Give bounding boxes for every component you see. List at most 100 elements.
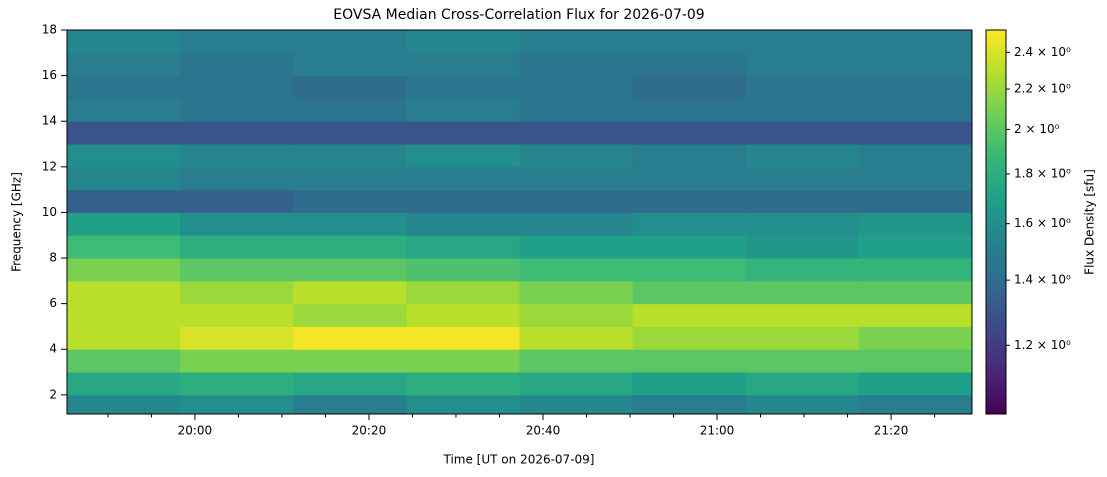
colorbar-swatch (986, 86, 1006, 91)
colorbar-swatch (986, 66, 1006, 71)
heatmap-cell (180, 349, 294, 373)
heatmap-cell (67, 349, 181, 373)
x-tick-label: 21:00 (700, 424, 735, 438)
colorbar-swatch (986, 30, 1006, 35)
colorbar-swatch (986, 374, 1006, 379)
colorbar-swatch (986, 290, 1006, 295)
colorbar-swatch (986, 42, 1006, 47)
heatmap-cell (67, 280, 181, 305)
heatmap-cell (406, 144, 520, 168)
heatmap-cell (406, 121, 520, 145)
heatmap-cell (293, 189, 407, 213)
colorbar-swatch (986, 126, 1006, 131)
x-axis-label: Time [UT on 2026-07-09] (443, 453, 595, 467)
heatmap-cell (858, 394, 973, 415)
heatmap-cell (858, 212, 973, 236)
colorbar-tick-label: 1.2 × 10⁰ (1014, 338, 1071, 352)
colorbar-swatch (986, 46, 1006, 51)
heatmap-cell (67, 30, 181, 54)
colorbar-swatch (986, 82, 1006, 87)
colorbar-swatch (986, 50, 1006, 55)
heatmap-cell (293, 235, 407, 259)
heatmap-cell (180, 189, 294, 213)
colorbar-swatch (986, 90, 1006, 95)
heatmap-cell (406, 212, 520, 236)
heatmap-cell (293, 394, 407, 415)
heatmap-cell (406, 372, 520, 396)
heatmap-cell (858, 144, 973, 168)
heatmap-cell (67, 189, 181, 213)
colorbar-swatch (986, 62, 1006, 67)
colorbar-swatch (986, 278, 1006, 283)
colorbar-swatch (986, 206, 1006, 211)
colorbar-swatch (986, 254, 1006, 259)
colorbar-swatch (986, 390, 1006, 395)
heatmap-cell (293, 144, 407, 168)
plot-frame (66, 29, 973, 415)
colorbar-swatch (986, 246, 1006, 251)
colorbar-swatch (986, 150, 1006, 155)
colorbar-swatch (986, 102, 1006, 107)
heatmap-cell (745, 280, 860, 305)
heatmap-cell (745, 98, 860, 122)
heatmap-cell (406, 235, 520, 259)
colorbar-swatch (986, 302, 1006, 307)
colorbar-swatch (986, 282, 1006, 287)
heatmap-cell (293, 280, 407, 305)
heatmap-cell (858, 30, 973, 54)
colorbar-tick-label: 2.2 × 10⁰ (1014, 82, 1071, 96)
heatmap-cell (180, 52, 294, 77)
colorbar-swatch (986, 38, 1006, 43)
heatmap-cell (406, 75, 520, 99)
colorbar-swatch (986, 382, 1006, 387)
heatmap-cell (745, 258, 860, 282)
heatmap-cell (293, 30, 407, 54)
heatmap-cell (67, 75, 181, 99)
heatmap-cell (745, 75, 860, 99)
heatmap-cell (745, 30, 860, 54)
heatmap-cell (519, 75, 634, 99)
heatmap-cell (745, 189, 860, 213)
heatmap-cell (858, 258, 973, 282)
heatmap-cell (745, 303, 860, 327)
colorbar-swatch (986, 314, 1006, 319)
heatmap-cell (632, 394, 747, 415)
colorbar-swatch (986, 154, 1006, 159)
heatmap-cell (632, 212, 747, 236)
colorbar-swatch (986, 178, 1006, 183)
colorbar-swatch (986, 202, 1006, 207)
chart-title: EOVSA Median Cross-Correlation Flux for … (333, 7, 704, 23)
heatmap-cell (858, 303, 973, 327)
heatmap-cell (180, 372, 294, 396)
heatmap-cell (745, 144, 860, 168)
heatmap-cell (519, 98, 634, 122)
heatmap-cell (632, 372, 747, 396)
colorbar-swatch (986, 398, 1006, 403)
heatmap-cell (180, 30, 294, 54)
heatmap-cell (745, 166, 860, 191)
heatmap-cell (180, 212, 294, 236)
heatmap-cell (519, 235, 634, 259)
colorbar-label: Flux Density [sfu] (1083, 169, 1097, 275)
y-tick-label: 8 (49, 251, 57, 265)
colorbar-swatch (986, 142, 1006, 147)
colorbar-swatch (986, 198, 1006, 203)
heatmap-cell (519, 372, 634, 396)
heatmap-cell (67, 235, 181, 259)
heatmap-cell (406, 394, 520, 415)
y-tick-label: 14 (42, 114, 57, 128)
y-tick-label: 18 (42, 23, 57, 37)
heatmap-cell (745, 326, 860, 350)
heatmap-cell (519, 144, 634, 168)
heatmap-cell (858, 52, 973, 77)
heatmap-cell (67, 166, 181, 191)
heatmap-cell (632, 235, 747, 259)
colorbar-tick-label: 1.8 × 10⁰ (1014, 166, 1071, 180)
heatmap-cell (519, 121, 634, 145)
heatmap-cell (632, 189, 747, 213)
heatmap-cell (858, 349, 973, 373)
heatmap-cell (519, 349, 634, 373)
colorbar-swatch (986, 162, 1006, 167)
colorbar-tick-label: 2 × 10⁰ (1014, 122, 1060, 136)
colorbar-swatch (986, 334, 1006, 339)
